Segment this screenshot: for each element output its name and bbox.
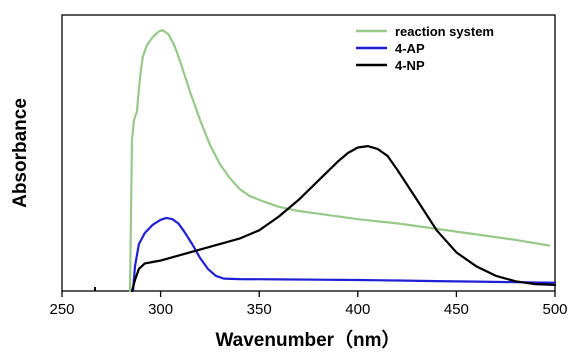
series-line-2 <box>130 145 557 293</box>
series-layer <box>128 29 557 293</box>
x-tick-label: 250 <box>49 301 74 318</box>
x-axis-ticks: 250 300 350 400 450 500 <box>49 291 568 318</box>
x-tick-label: 450 <box>444 301 469 318</box>
legend-label-1: 4-AP <box>395 41 425 56</box>
x-tick-label: 350 <box>247 301 272 318</box>
plot-frame <box>61 14 556 292</box>
series-line-1 <box>131 216 557 293</box>
x-tick-label: 400 <box>345 301 370 318</box>
x-axis-title: Wavenumber（nm） <box>215 328 400 351</box>
legend-label-0: reaction system <box>395 24 494 39</box>
legend: reaction system 4-AP 4-NP <box>356 24 494 73</box>
x-tick-label: 500 <box>542 301 567 318</box>
x-tick-label: 300 <box>148 301 173 318</box>
legend-label-2: 4-NP <box>395 58 425 73</box>
y-axis-title: Absorbance <box>10 98 31 208</box>
series-line-0 <box>128 29 551 293</box>
